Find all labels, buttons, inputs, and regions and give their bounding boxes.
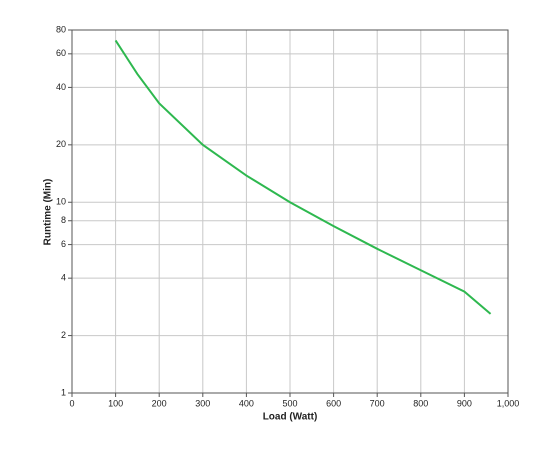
y-tick-label: 60	[56, 48, 66, 58]
x-tick-label: 600	[326, 398, 341, 408]
x-tick-label: 500	[282, 398, 297, 408]
y-tick-label: 10	[56, 197, 66, 207]
x-tick-label: 100	[108, 398, 123, 408]
plot-frame	[71, 29, 509, 394]
x-tick-label: 1,000	[497, 398, 520, 408]
y-tick-label: 2	[61, 330, 66, 340]
y-tick-label: 6	[61, 239, 66, 249]
x-tick-label: 800	[413, 398, 428, 408]
y-tick-label: 1	[61, 387, 66, 397]
x-axis-title: Load (Watt)	[263, 412, 318, 423]
x-tick-label: 200	[152, 398, 167, 408]
y-tick-label: 8	[61, 215, 66, 225]
y-tick-label: 20	[56, 139, 66, 149]
y-tick-label: 40	[56, 82, 66, 92]
y-tick-label: 80	[56, 24, 66, 34]
y-tick-label: 4	[61, 273, 66, 283]
x-tick-label: 0	[69, 398, 74, 408]
x-tick-label: 900	[457, 398, 472, 408]
data-line	[114, 39, 492, 315]
x-tick-label: 300	[195, 398, 210, 408]
y-axis-title: Runtime (Min)	[43, 179, 54, 246]
x-tick-label: 400	[239, 398, 254, 408]
x-tick-label: 700	[370, 398, 385, 408]
